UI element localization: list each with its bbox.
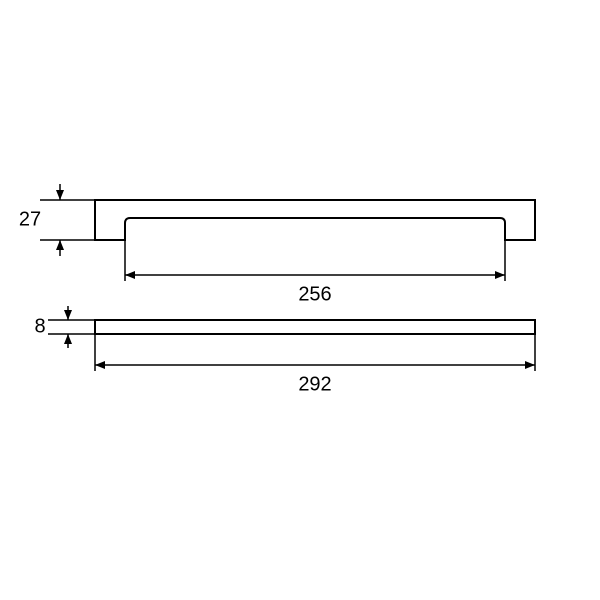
dim-thickness-8: 8 [34,306,95,348]
dim-width-292: 292 [95,334,535,395]
dim-label-292: 292 [298,373,331,395]
front-view-outline [95,200,535,240]
technical-drawing: 27 8 256 292 [0,0,600,600]
dim-height-27: 27 [19,184,95,256]
dim-label-8: 8 [34,315,45,337]
dim-label-256: 256 [298,283,331,305]
dim-label-27: 27 [19,208,41,230]
dim-width-256: 256 [125,240,505,305]
top-view-outline [95,320,535,334]
